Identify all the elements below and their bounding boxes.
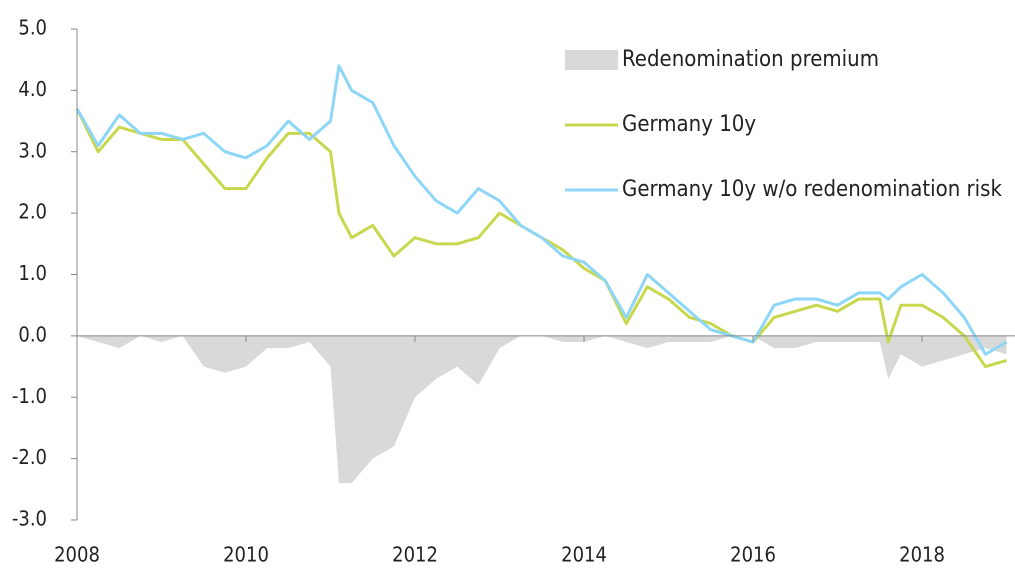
y-tick-label: 1.0: [18, 261, 47, 285]
y-tick-label: -1.0: [12, 384, 47, 408]
x-tick-label: 2010: [223, 543, 269, 567]
x-tick-label: 2016: [730, 543, 776, 567]
x-tick-label: 2012: [392, 543, 438, 567]
x-tick-label: 2008: [54, 543, 100, 567]
x-tick-label: 2014: [561, 543, 607, 567]
y-tick-label: -2.0: [12, 445, 47, 469]
premium-area: [77, 335, 1007, 484]
series-line: [75, 64, 1008, 356]
legend-label: Germany 10y: [622, 112, 756, 137]
x-tick-label: 2018: [899, 543, 945, 567]
y-tick-label: 0.0: [18, 322, 47, 346]
legend-label: Redenomination premium: [622, 47, 879, 72]
y-tick-label: -3.0: [12, 507, 47, 531]
legend-label: Germany 10y w/o redenomination risk: [622, 177, 1002, 202]
y-tick-label: 5.0: [18, 16, 47, 40]
y-tick-label: 2.0: [18, 200, 47, 224]
y-tick-label: 4.0: [18, 77, 47, 101]
legend-swatch: [565, 50, 618, 70]
y-tick-label: 3.0: [18, 138, 47, 162]
